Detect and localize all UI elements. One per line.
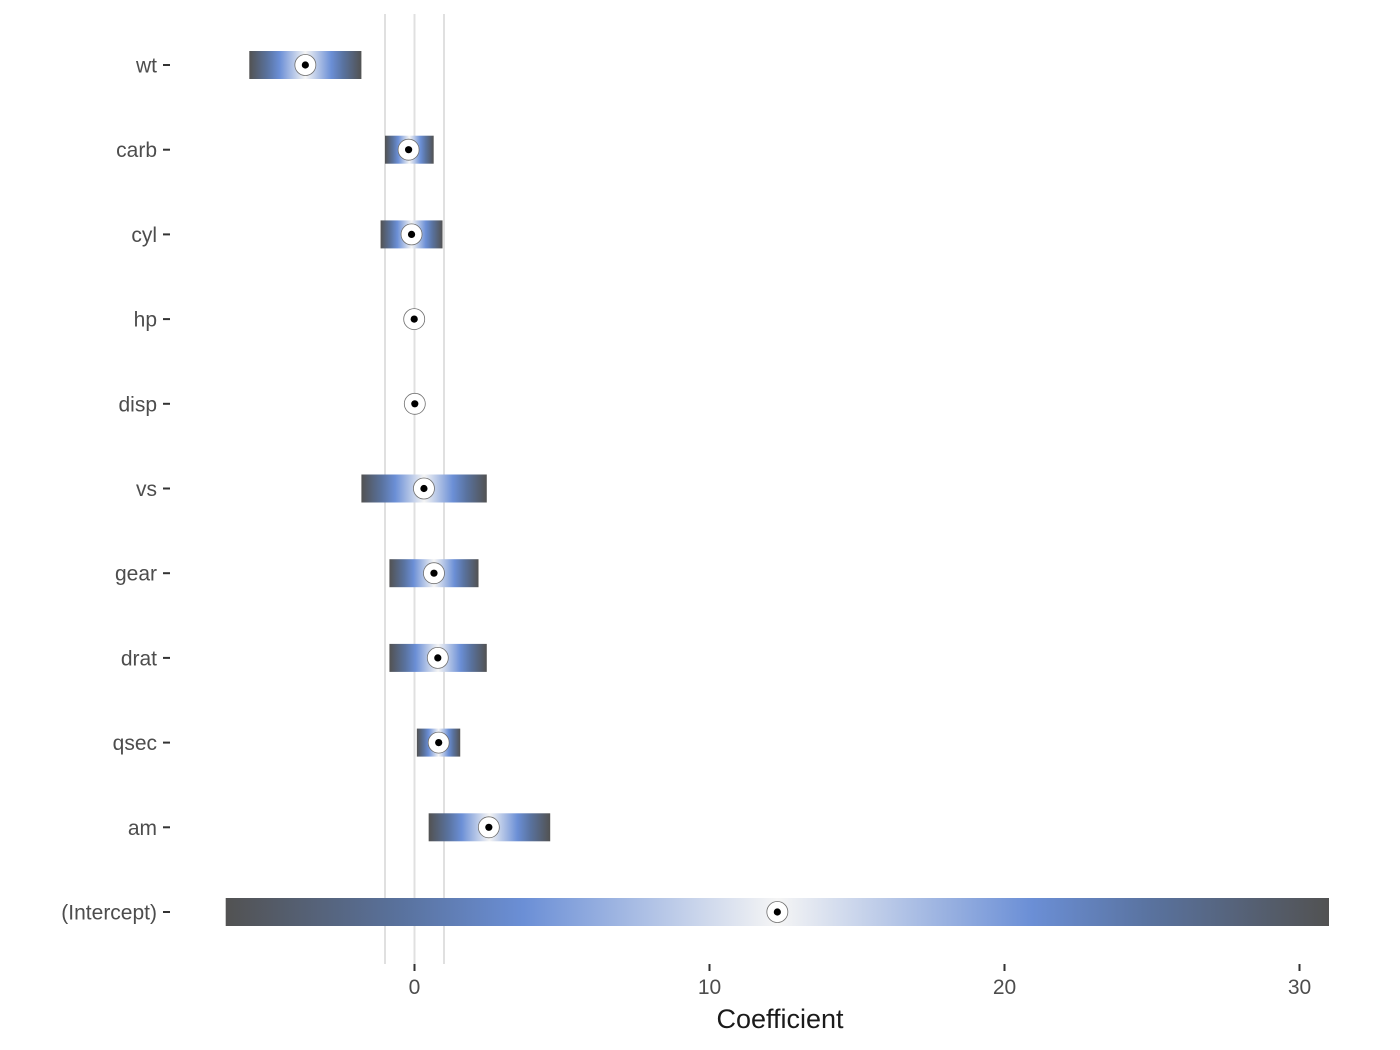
x-tick-label-0: 0 (409, 976, 421, 999)
x-tick-label-10: 10 (698, 976, 721, 999)
point-center-hp (410, 315, 418, 323)
y-tick-label-drat: drat (121, 647, 157, 670)
y-tick-label-vs: vs (136, 478, 157, 501)
point-center-cyl (407, 230, 416, 238)
y-tick-label-intercept: (Intercept) (61, 902, 157, 925)
x-axis: 0 10 20 30 (409, 964, 1311, 999)
point-center-qsec (435, 739, 443, 747)
point-center-disp (411, 400, 419, 408)
point-center-wt (301, 61, 309, 69)
coefficient-bands (225, 51, 1330, 926)
x-tick-label-30: 30 (1288, 976, 1311, 999)
coefficient-points (294, 54, 789, 923)
point-center-vs (420, 484, 428, 493)
y-tick-label-qsec: qsec (113, 732, 157, 755)
y-tick-label-am: am (128, 817, 157, 840)
point-center-intercept (773, 908, 781, 916)
y-axis: wt carb cyl hp disp vs gear drat qsec am (Intercep… (61, 55, 170, 925)
point-center-am (485, 823, 493, 831)
y-tick-label-cyl: cyl (131, 224, 157, 247)
y-tick-label-gear: gear (115, 563, 157, 586)
y-tick-label-disp: disp (118, 393, 157, 416)
x-axis-title: Coefficient (716, 1004, 844, 1034)
y-tick-label-hp: hp (134, 309, 157, 332)
x-tick-label-20: 20 (993, 976, 1016, 999)
point-center-carb (405, 146, 413, 154)
point-center-gear (430, 569, 438, 577)
y-tick-label-carb: carb (116, 139, 157, 162)
point-center-drat (434, 654, 442, 662)
y-tick-label-wt: wt (135, 55, 157, 78)
